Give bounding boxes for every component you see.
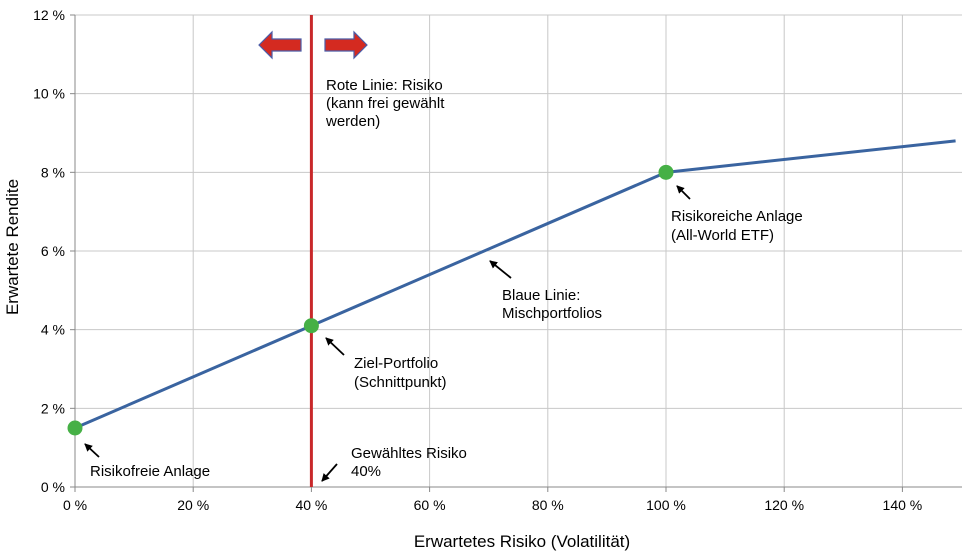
x-tick-label: 40 % [295, 497, 327, 513]
data-point [658, 164, 674, 180]
y-tick-label: 12 % [33, 7, 65, 23]
annotation-target-1: Ziel-Portfolio [354, 355, 438, 372]
annotation-red-line-3: werden) [325, 113, 380, 130]
x-axis-title: Erwartetes Risiko (Volatilität) [414, 532, 630, 551]
annotation-blue-line: Blaue Linie: Mischportfolios [502, 287, 602, 322]
y-tick-label: 0 % [41, 479, 65, 495]
annotation-arrows [84, 185, 691, 482]
x-tick-label: 80 % [532, 497, 564, 513]
data-points [67, 164, 674, 436]
annotation-target: Ziel-Portfolio (Schnittpunkt) [354, 355, 447, 391]
x-tick-label: 60 % [414, 497, 446, 513]
y-tick-label: 10 % [33, 86, 65, 102]
x-tick-label: 0 % [63, 497, 87, 513]
x-tick-label: 140 % [883, 497, 923, 513]
annotation-red-line: Rote Linie: Risiko (kann frei gewählt we… [325, 77, 449, 130]
grid [74, 14, 962, 488]
y-axis-ticks: 0 % 2 % 4 % 6 % 8 % 10 % 12 % [33, 7, 75, 495]
y-tick-label: 8 % [41, 164, 65, 180]
x-axis-ticks: 0 % 20 % 40 % 60 % 80 % 100 % 120 % 140 % [63, 487, 922, 513]
arrow-chosen-risk-icon [321, 463, 338, 482]
annotation-risky-1: Risikoreiche Anlage [671, 208, 803, 225]
data-point [303, 318, 319, 334]
annotation-chosen-risk: Gewähltes Risiko 40% [351, 445, 471, 480]
annotation-target-2: (Schnittpunkt) [354, 374, 447, 391]
axes [74, 15, 962, 488]
right-arrow-icon [324, 30, 368, 60]
x-tick-label: 120 % [764, 497, 804, 513]
annotation-chosen-risk-1: Gewähltes Risiko [351, 445, 467, 462]
blue-line-mischportfolios [74, 139, 956, 430]
annotation-risk-free: Risikofreie Anlage [90, 463, 210, 480]
y-axis-title: Erwartete Rendite [3, 179, 22, 315]
x-tick-label: 100 % [646, 497, 686, 513]
red-double-arrow [258, 30, 368, 60]
annotation-red-line-2: (kann frei gewählt [326, 95, 445, 112]
left-arrow-icon [258, 30, 302, 60]
annotation-red-line-1: Rote Linie: Risiko [326, 77, 443, 94]
y-tick-label: 4 % [41, 322, 65, 338]
y-tick-label: 6 % [41, 243, 65, 259]
arrow-risky-icon [676, 185, 691, 200]
arrow-risk-free-icon [84, 443, 100, 458]
data-point [67, 420, 83, 436]
annotation-risky: Risikoreiche Anlage (All-World ETF) [671, 208, 807, 244]
annotation-blue-line-2: Mischportfolios [502, 305, 602, 322]
annotation-blue-line-1: Blaue Linie: [502, 287, 580, 304]
arrow-blue-line-icon [489, 260, 512, 279]
annotation-chosen-risk-2: 40% [351, 463, 381, 480]
annotation-risky-2: (All-World ETF) [671, 227, 774, 244]
y-tick-label: 2 % [41, 400, 65, 416]
annotation-risk-free-1: Risikofreie Anlage [90, 463, 210, 480]
arrow-target-icon [325, 337, 345, 356]
x-tick-label: 20 % [177, 497, 209, 513]
